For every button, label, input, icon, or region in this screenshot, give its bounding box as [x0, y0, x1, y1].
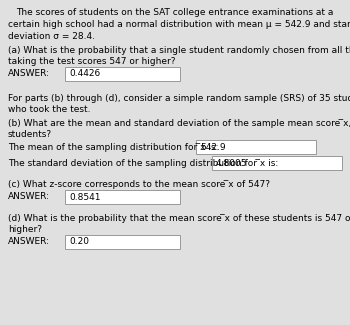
FancyBboxPatch shape	[65, 67, 180, 81]
Text: students?: students?	[8, 130, 52, 139]
Text: 4.8005: 4.8005	[216, 159, 247, 167]
Text: higher?: higher?	[8, 225, 42, 234]
FancyBboxPatch shape	[212, 156, 342, 170]
Text: 0.8541: 0.8541	[69, 192, 100, 202]
Text: (b) What are the mean and standard deviation of the sample mean score ̅x, of 35: (b) What are the mean and standard devia…	[8, 119, 350, 128]
Text: The mean of the sampling distribution for ̅x is:: The mean of the sampling distribution fo…	[8, 143, 218, 152]
Text: ANSWER:: ANSWER:	[8, 69, 50, 78]
Text: ANSWER:: ANSWER:	[8, 237, 50, 246]
Text: who took the test.: who took the test.	[8, 105, 91, 114]
FancyBboxPatch shape	[65, 235, 180, 249]
Text: taking the test scores 547 or higher?: taking the test scores 547 or higher?	[8, 57, 175, 66]
Text: deviation σ = 28.4.: deviation σ = 28.4.	[8, 32, 95, 41]
Text: (d) What is the probability that the mean score ̅x of these students is 547 or: (d) What is the probability that the mea…	[8, 214, 350, 223]
FancyBboxPatch shape	[196, 140, 316, 154]
Text: 0.20: 0.20	[69, 238, 89, 246]
Text: ANSWER:: ANSWER:	[8, 192, 50, 201]
FancyBboxPatch shape	[65, 190, 180, 204]
Text: The standard deviation of the sampling distribution for ̅x is:: The standard deviation of the sampling d…	[8, 159, 278, 168]
Text: For parts (b) through (d), consider a simple random sample (SRS) of 35 students: For parts (b) through (d), consider a si…	[8, 94, 350, 103]
Text: certain high school had a normal distribution with mean μ = 542.9 and standard: certain high school had a normal distrib…	[8, 20, 350, 29]
Text: 542.9: 542.9	[200, 142, 226, 151]
Text: (a) What is the probability that a single student randomly chosen from all those: (a) What is the probability that a singl…	[8, 46, 350, 55]
Text: (c) What z-score corresponds to the mean score ̅x of 547?: (c) What z-score corresponds to the mean…	[8, 180, 270, 189]
Text: 0.4426: 0.4426	[69, 70, 100, 79]
Text: The scores of students on the SAT college entrance examinations at a: The scores of students on the SAT colleg…	[16, 8, 334, 17]
